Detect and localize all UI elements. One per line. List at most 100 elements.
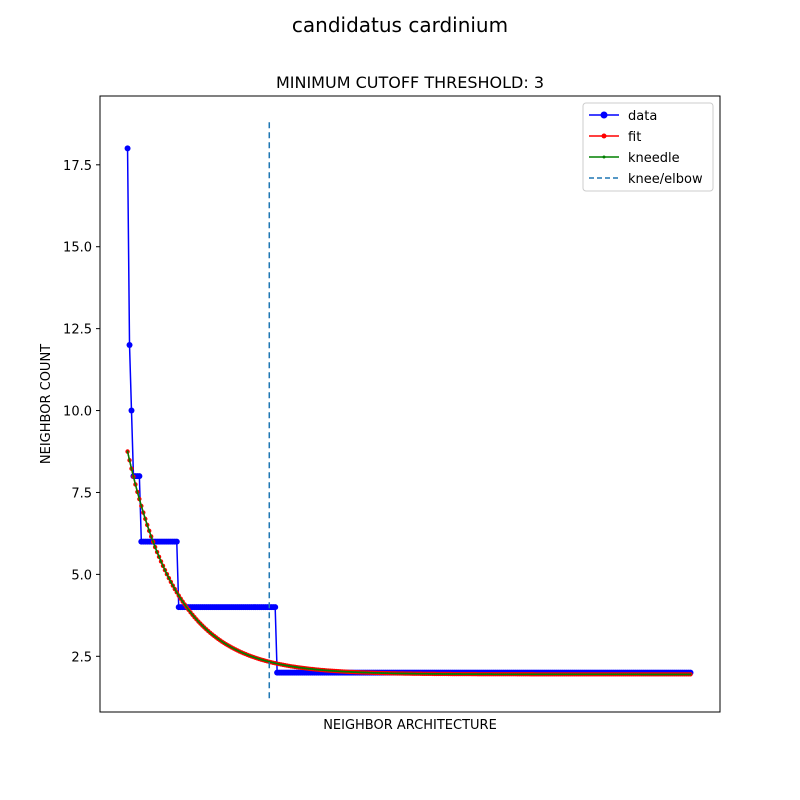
kneedle-point	[589, 673, 592, 676]
kneedle-point	[687, 673, 690, 676]
kneedle-point	[358, 671, 361, 674]
kneedle-point	[386, 672, 389, 675]
kneedle-point	[646, 673, 649, 676]
kneedle-point	[595, 673, 597, 676]
kneedle-point	[565, 673, 568, 676]
kneedle-point	[337, 670, 340, 673]
kneedle-point	[516, 673, 519, 676]
kneedle-point	[508, 673, 511, 676]
kneedle-point	[654, 673, 657, 676]
kneedle-point	[433, 672, 436, 675]
kneedle-point	[596, 673, 599, 676]
kneedle-point	[374, 671, 377, 674]
kneedle-point	[134, 483, 137, 486]
kneedle-point	[305, 667, 308, 670]
kneedle-point	[258, 658, 261, 661]
kneedle-point	[581, 673, 584, 676]
kneedle-point	[636, 673, 639, 676]
kneedle-point	[419, 672, 422, 675]
kneedle-point	[628, 673, 631, 676]
kneedle-point	[451, 673, 454, 676]
kneedle-point	[394, 672, 397, 675]
kneedle-point	[272, 661, 275, 664]
kneedle-point	[384, 672, 387, 675]
kneedle-point	[681, 673, 684, 676]
kneedle-point	[677, 673, 680, 676]
kneedle-point	[500, 673, 503, 676]
kneedle-point	[352, 671, 355, 674]
kneedle-point	[250, 655, 253, 658]
kneedle-point	[335, 670, 338, 673]
kneedle-point	[230, 646, 233, 649]
y-tick-label: 12.5	[63, 323, 92, 338]
kneedle-point	[347, 670, 349, 673]
kneedle-point	[173, 588, 176, 591]
kneedle-point	[307, 667, 310, 670]
kneedle-point	[520, 673, 523, 676]
kneedle-point	[400, 672, 403, 675]
kneedle-point	[496, 673, 499, 676]
kneedle-point	[541, 673, 544, 676]
kneedle-point	[376, 671, 379, 674]
kneedle-point	[156, 551, 159, 554]
kneedle-point	[356, 671, 359, 674]
legend-marker	[600, 111, 608, 119]
kneedle-point	[295, 666, 298, 669]
kneedle-point	[293, 665, 296, 668]
kneedle-point	[492, 673, 495, 676]
kneedle-point	[533, 673, 536, 676]
kneedle-point	[530, 673, 533, 676]
kneedle-point	[232, 647, 235, 650]
kneedle-point	[459, 673, 462, 676]
kneedle-point	[382, 672, 385, 675]
kneedle-point	[423, 672, 426, 675]
kneedle-point	[240, 651, 243, 654]
kneedle-point	[165, 573, 168, 576]
kneedle-point	[234, 648, 237, 651]
kneedle-point	[203, 626, 206, 629]
kneedle-point	[209, 631, 212, 634]
kneedle-point	[518, 673, 521, 676]
kneedle-point	[640, 673, 643, 676]
kneedle-point	[661, 673, 664, 676]
kneedle-point	[665, 673, 668, 676]
kneedle-point	[291, 665, 294, 668]
kneedle-point	[132, 475, 135, 478]
kneedle-point	[280, 663, 283, 666]
kneedle-point	[244, 653, 247, 656]
kneedle-point	[189, 611, 192, 614]
chart-title: MINIMUM CUTOFF THRESHOLD: 3	[276, 73, 544, 92]
kneedle-point	[612, 673, 615, 676]
kneedle-point	[484, 673, 487, 676]
kneedle-point	[498, 673, 501, 676]
kneedle-point	[600, 673, 603, 676]
kneedle-point	[146, 523, 149, 526]
kneedle-point	[559, 673, 562, 676]
kneedle-point	[657, 673, 660, 676]
kneedle-series-points	[126, 450, 692, 676]
kneedle-point	[287, 664, 290, 667]
kneedle-point	[404, 672, 407, 675]
kneedle-point	[191, 613, 194, 616]
kneedle-point	[378, 671, 381, 674]
kneedle-point	[667, 673, 670, 676]
kneedle-point	[152, 540, 155, 543]
kneedle-point	[402, 672, 405, 675]
kneedle-point	[486, 673, 489, 676]
kneedle-point	[368, 671, 371, 674]
kneedle-point	[524, 673, 527, 676]
kneedle-point	[598, 673, 601, 676]
kneedle-point	[390, 672, 393, 675]
kneedle-point	[437, 672, 440, 675]
kneedle-point	[421, 672, 424, 675]
kneedle-point	[490, 673, 493, 676]
kneedle-point	[445, 672, 448, 675]
kneedle-point	[439, 672, 442, 675]
plot-frame	[99, 95, 721, 713]
kneedle-point	[350, 670, 353, 673]
kneedle-point	[223, 641, 225, 644]
kneedle-point	[685, 673, 688, 676]
kneedle-point	[669, 673, 672, 676]
kneedle-point	[579, 673, 582, 676]
